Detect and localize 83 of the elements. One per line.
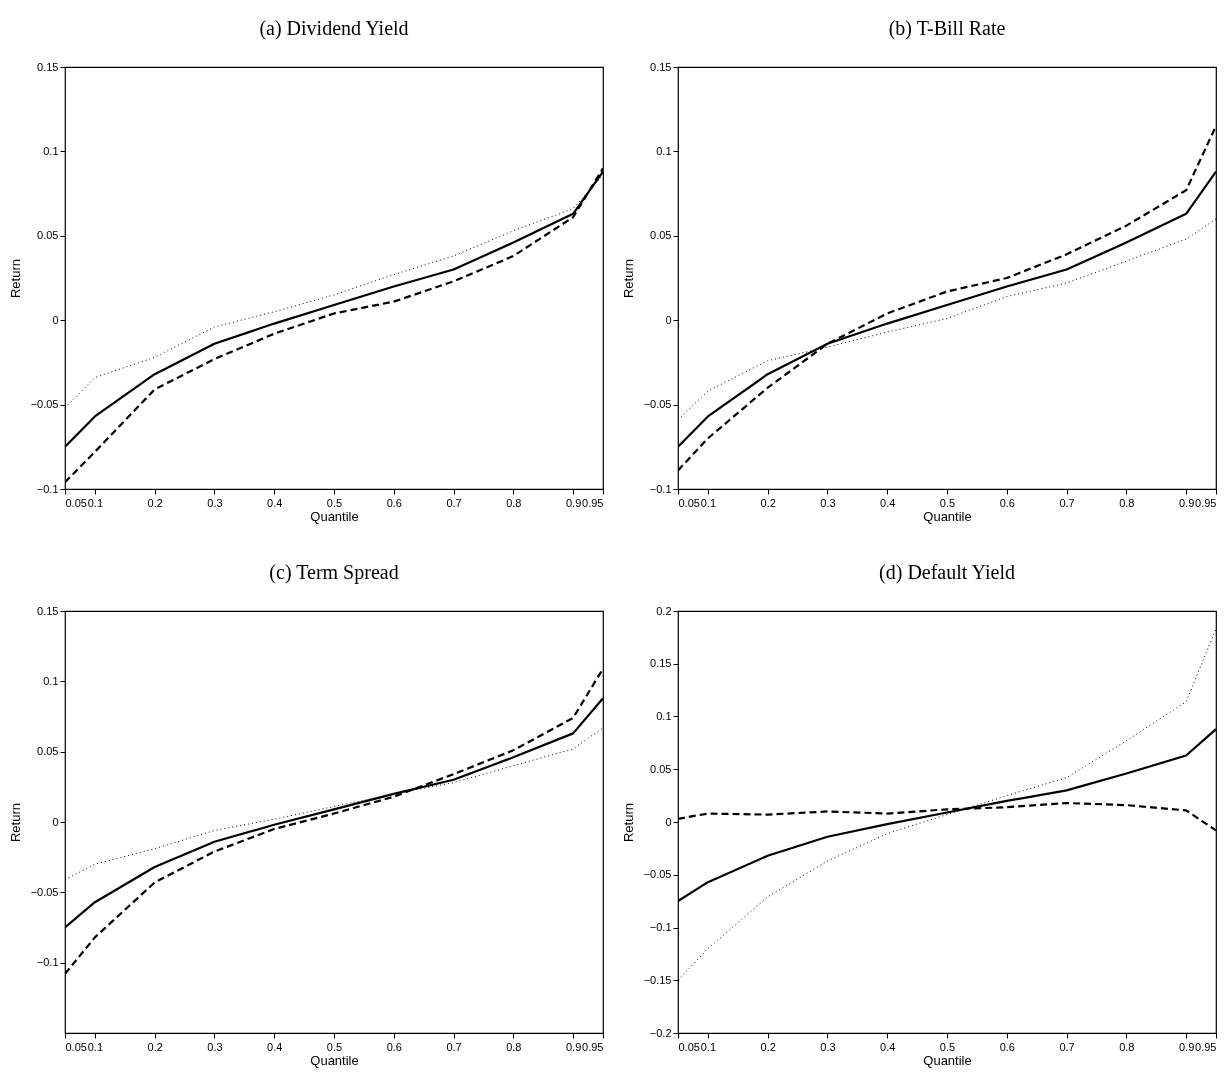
x-tick-label: 0.6 xyxy=(999,496,1015,509)
x-axis-title: Quantile xyxy=(310,508,359,524)
x-axis-title: Quantile xyxy=(310,1052,359,1068)
y-tick-label: 0.05 xyxy=(650,762,672,775)
x-tick-label: 0.7 xyxy=(1059,1040,1075,1053)
x-tick-label: 0.9 xyxy=(565,1040,582,1053)
x-tick-label: 0.8 xyxy=(1119,1040,1135,1053)
y-tick-label: 0.1 xyxy=(43,674,59,687)
chart-title: (d) Default Yield xyxy=(879,561,1015,584)
y-tick-label: 0.1 xyxy=(43,144,59,157)
x-tick-label: 0.1 xyxy=(700,496,717,509)
x-tick-label: 0.05 xyxy=(678,1040,700,1053)
x-tick-label: 0.3 xyxy=(820,496,836,509)
x-tick-label: 0.4 xyxy=(267,496,283,509)
x-tick-label: 0.1 xyxy=(87,1040,104,1053)
y-tick-label: 0.15 xyxy=(650,657,672,670)
x-tick-label: 0.4 xyxy=(880,496,896,509)
x-tick-label: 0.1 xyxy=(700,1040,717,1053)
x-tick-label: 0.2 xyxy=(147,496,163,509)
y-tick-label: 0.05 xyxy=(650,229,672,242)
x-tick-label: 0.9 xyxy=(565,496,582,509)
y-tick-label: −0.1 xyxy=(36,482,59,495)
x-tick-label: 0.5 xyxy=(326,1040,343,1053)
y-tick-label: −0.2 xyxy=(649,1026,672,1039)
y-tick-label: 0 xyxy=(665,313,672,326)
x-tick-label: 0.95 xyxy=(582,1040,604,1053)
y-tick-label: −0.1 xyxy=(36,956,59,969)
x-tick-label: 0.8 xyxy=(1119,496,1135,509)
y-tick-label: −0.05 xyxy=(30,885,59,898)
y-tick-label: 0.2 xyxy=(656,604,672,617)
x-tick-label: 0.1 xyxy=(87,496,104,509)
y-tick-label: −0.05 xyxy=(30,398,59,411)
x-tick-label: 0.7 xyxy=(446,1040,462,1053)
x-tick-label: 0.05 xyxy=(65,496,87,509)
x-tick-label: 0.05 xyxy=(678,496,700,509)
chart-title: (c) Term Spread xyxy=(269,561,399,584)
y-tick-label: 0.05 xyxy=(37,745,59,758)
x-tick-label: 0.3 xyxy=(207,1040,223,1053)
x-tick-label: 0.9 xyxy=(1178,496,1195,509)
x-tick-label: 0.2 xyxy=(760,1040,776,1053)
x-tick-label: 0.6 xyxy=(999,1040,1015,1053)
x-tick-label: 0.6 xyxy=(386,1040,402,1053)
x-tick-label: 0.8 xyxy=(506,1040,522,1053)
x-tick-label: 0.4 xyxy=(267,1040,283,1053)
y-tick-label: 0.15 xyxy=(650,60,672,73)
y-tick-label: 0.1 xyxy=(656,710,672,722)
y-tick-label: −0.05 xyxy=(643,868,672,881)
y-axis-title: Return xyxy=(620,802,636,843)
x-tick-label: 0.95 xyxy=(1195,496,1217,509)
x-tick-label: 0.9 xyxy=(1178,1040,1195,1053)
y-axis-title: Return xyxy=(7,802,23,843)
y-tick-label: 0 xyxy=(52,313,59,326)
x-tick-label: 0.8 xyxy=(506,496,522,509)
y-tick-label: 0 xyxy=(665,815,672,828)
chart-title: (a) Dividend Yield xyxy=(259,17,409,40)
y-tick-label: 0.05 xyxy=(37,229,59,242)
x-tick-label: 0.05 xyxy=(65,1040,87,1053)
y-tick-label: 0.1 xyxy=(656,144,672,157)
x-tick-label: 0.5 xyxy=(326,496,343,509)
x-tick-label: 0.5 xyxy=(939,1040,956,1053)
x-tick-label: 0.7 xyxy=(446,496,462,509)
x-tick-label: 0.95 xyxy=(1195,1040,1217,1053)
y-tick-label: −0.15 xyxy=(643,973,672,986)
x-tick-label: 0.6 xyxy=(386,496,402,509)
x-tick-label: 0.7 xyxy=(1059,496,1075,509)
x-tick-label: 0.95 xyxy=(582,496,604,509)
x-tick-label: 0.3 xyxy=(207,496,223,509)
x-axis-title: Quantile xyxy=(923,508,972,524)
x-tick-label: 0.4 xyxy=(880,1040,896,1053)
chart-title: (b) T-Bill Rate xyxy=(888,17,1006,40)
y-tick-label: −0.1 xyxy=(649,921,672,933)
x-tick-label: 0.2 xyxy=(147,1040,163,1053)
y-tick-label: 0.15 xyxy=(37,604,59,617)
y-tick-label: 0 xyxy=(52,815,59,828)
y-tick-label: 0.15 xyxy=(37,60,59,73)
y-axis-title: Return xyxy=(7,258,23,299)
y-tick-label: −0.1 xyxy=(649,482,672,495)
x-tick-label: 0.2 xyxy=(760,496,776,509)
y-tick-label: −0.05 xyxy=(643,398,672,411)
x-tick-label: 0.3 xyxy=(820,1040,836,1053)
y-axis-title: Return xyxy=(620,258,636,299)
x-axis-title: Quantile xyxy=(923,1052,972,1068)
x-tick-label: 0.5 xyxy=(939,496,956,509)
